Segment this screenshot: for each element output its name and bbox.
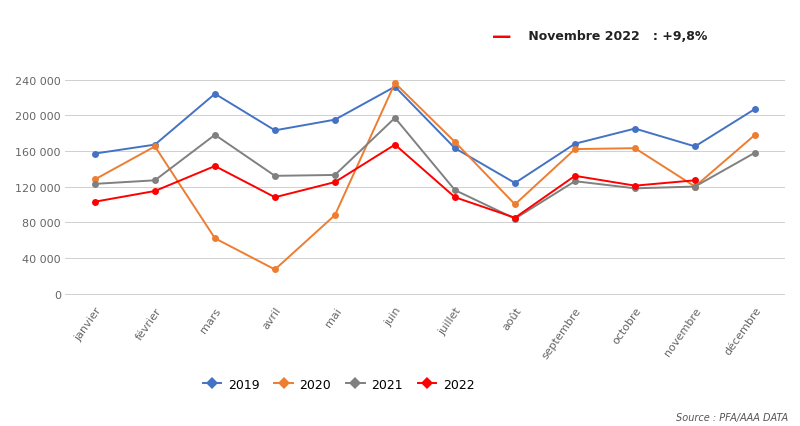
- Legend: 2019, 2020, 2021, 2022: 2019, 2020, 2021, 2022: [198, 373, 479, 396]
- Text: Novembre 2022   : +9,8%: Novembre 2022 : +9,8%: [524, 30, 707, 43]
- Text: —: —: [492, 27, 511, 46]
- Text: Source : PFA/AAA DATA: Source : PFA/AAA DATA: [676, 412, 788, 422]
